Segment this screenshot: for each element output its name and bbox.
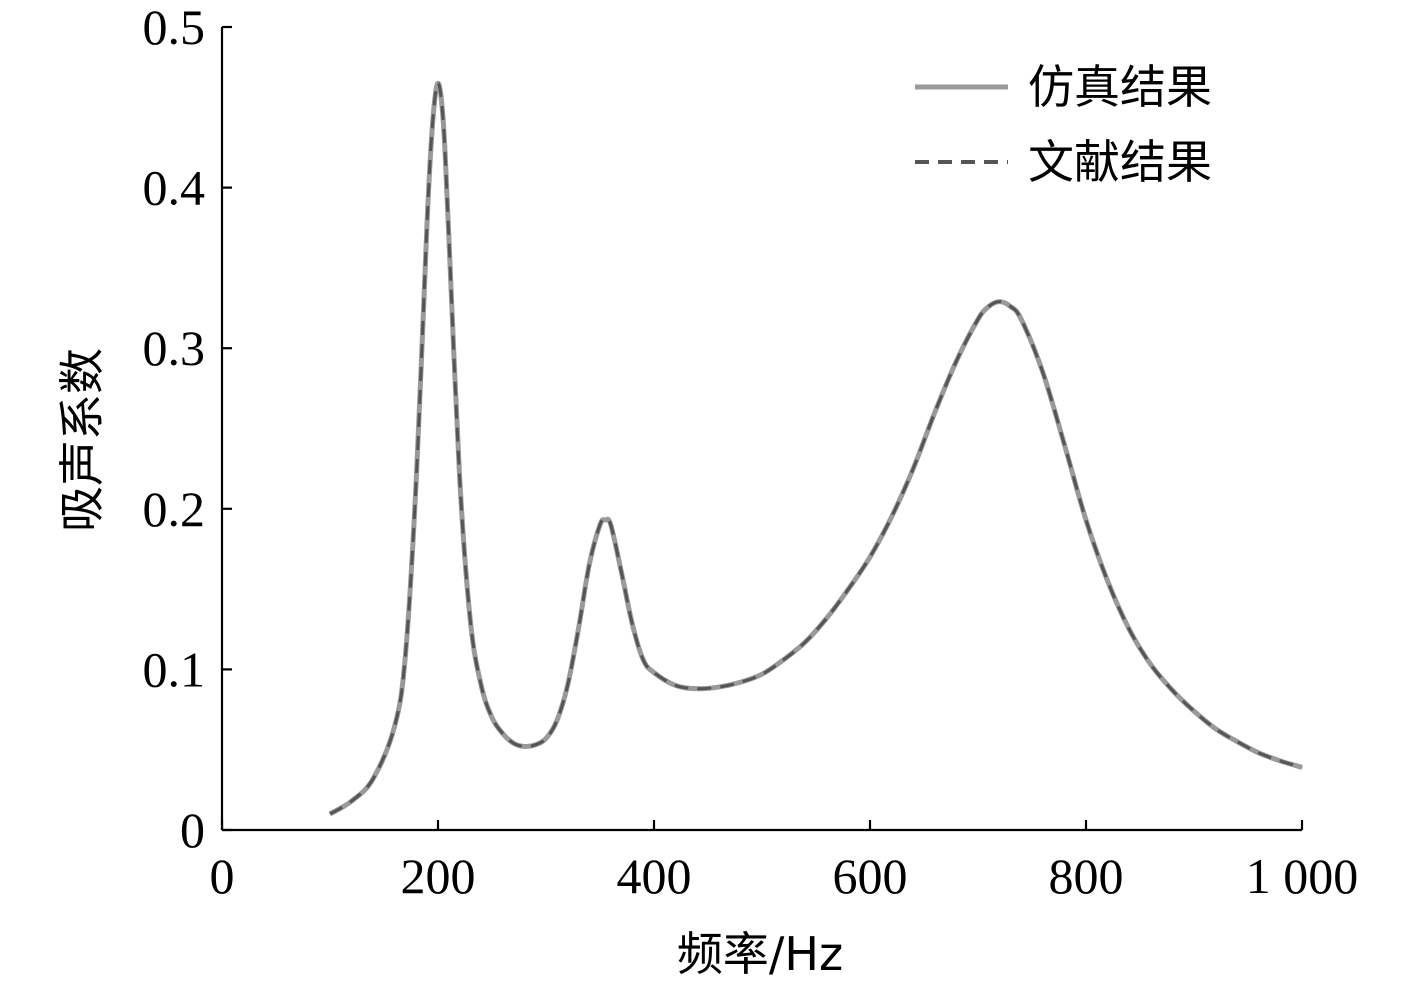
y-axis-ticks: 0 0.1 0.2 0.3 0.4 0.5 — [143, 0, 232, 858]
x-tick-label: 800 — [1049, 848, 1124, 904]
legend-label: 文献结果 — [1028, 135, 1212, 189]
series-lines — [328, 80, 1303, 817]
x-axis-title: 频率/Hz — [677, 927, 843, 981]
y-tick-label: 0 — [180, 802, 205, 858]
axes — [220, 27, 1302, 832]
x-axis-ticks: 0 200 400 600 800 1 000 — [210, 820, 1359, 904]
literature-result-line — [329, 81, 1303, 816]
y-tick-label: 0.2 — [143, 481, 206, 537]
legend-label: 仿真结果 — [1028, 60, 1212, 114]
x-tick-label: 400 — [617, 848, 692, 904]
y-tick-label: 0.1 — [143, 641, 206, 697]
y-tick-label: 0.4 — [143, 160, 206, 216]
y-tick-label: 0.5 — [143, 0, 206, 55]
x-tick-label: 600 — [833, 848, 908, 904]
x-tick-label: 1 000 — [1246, 848, 1359, 904]
y-tick-label: 0.3 — [143, 320, 206, 376]
x-tick-label: 200 — [401, 848, 476, 904]
x-tick-label: 0 — [210, 848, 235, 904]
y-axis-title: 吸声系数 — [55, 348, 109, 532]
simulation-result-line — [328, 80, 1303, 817]
